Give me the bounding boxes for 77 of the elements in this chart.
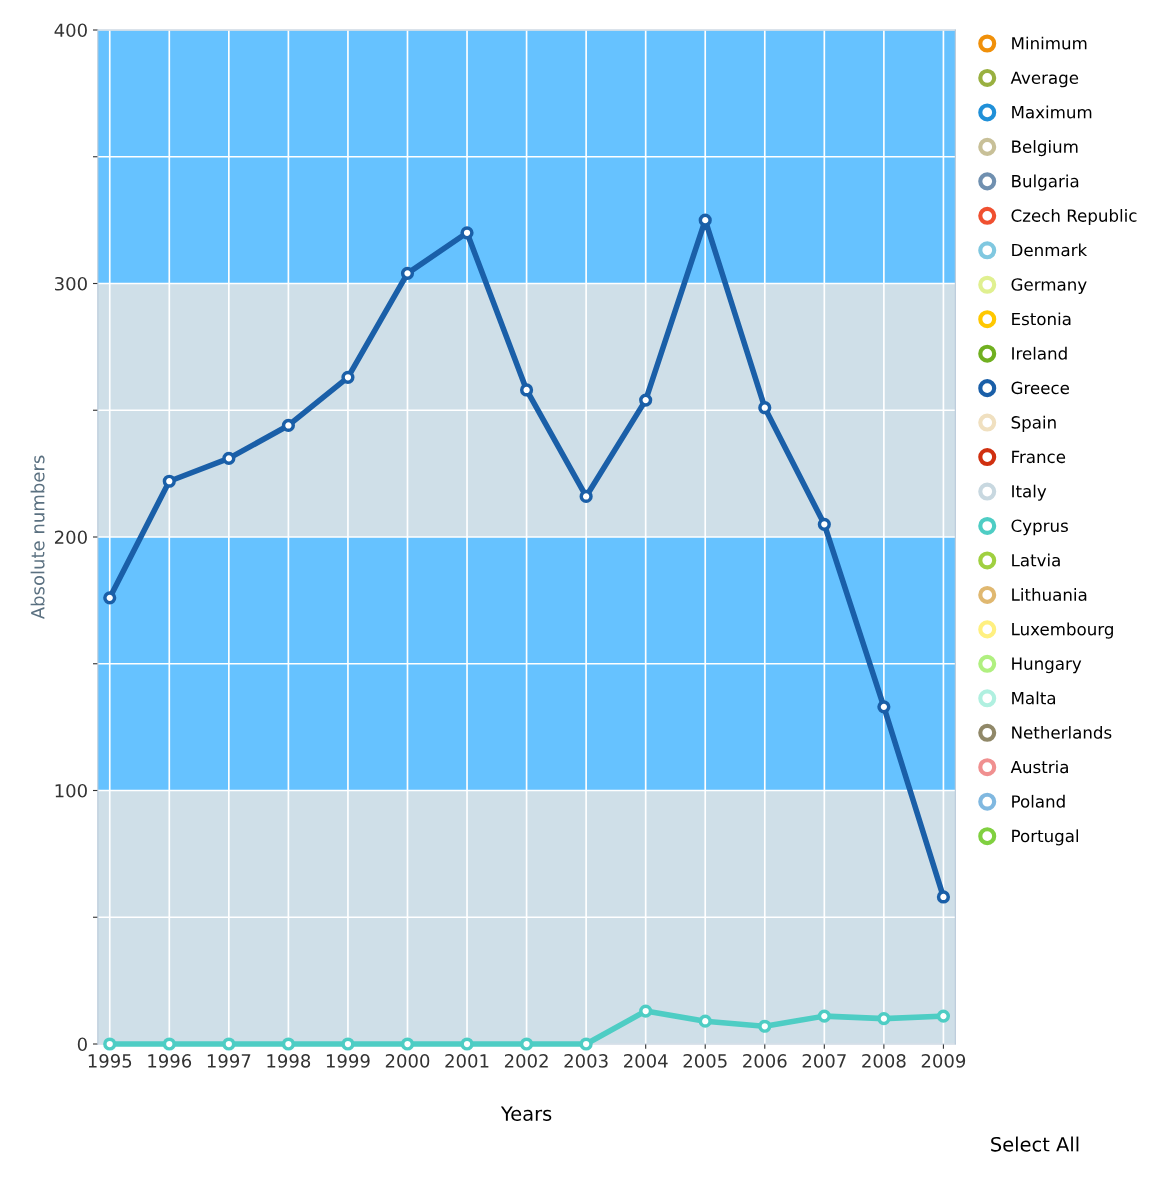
legend-label: Latvia: [1012, 553, 1060, 567]
legend-label: Belgium: [1012, 140, 1078, 157]
x-tick-label: 2007: [802, 1054, 846, 1068]
legend-label: Greece: [1011, 381, 1069, 395]
point: [936, 890, 951, 904]
legend-label: Czech Republic: [1011, 208, 1137, 226]
legend-label: Maximum: [1012, 105, 1092, 119]
legend-label: Lithuania: [1012, 588, 1087, 601]
legend-label: Netherlands: [1012, 725, 1112, 739]
x-axis-title: Years: [500, 1106, 552, 1121]
y-tick-label: 400: [54, 23, 87, 38]
legend-label: Austria: [1010, 760, 1068, 774]
point: [936, 1009, 951, 1023]
x-tick-label: 2006: [743, 1054, 787, 1068]
point: [877, 1012, 891, 1026]
x-tick-label: 1999: [326, 1054, 370, 1068]
legend-label: Ireland: [1012, 346, 1067, 360]
point: [817, 1009, 831, 1023]
x-tick-label: 2005: [683, 1054, 727, 1068]
point: [222, 451, 236, 466]
point: [579, 1037, 593, 1051]
point: [639, 1004, 653, 1018]
point: [460, 226, 474, 240]
point: [281, 418, 295, 433]
point: [341, 370, 355, 384]
x-tick-label: 1996: [148, 1054, 192, 1068]
point: [281, 1037, 295, 1051]
point: [817, 517, 831, 531]
x-tick-label: 1997: [207, 1054, 251, 1068]
text: Select All: [991, 1136, 1079, 1152]
x-tick-label: 2003: [564, 1054, 608, 1068]
legend-label: Italy: [1012, 484, 1047, 501]
y-tick-label: 100: [55, 783, 87, 798]
point: [758, 401, 772, 415]
point: [341, 1037, 355, 1051]
point: [400, 1037, 415, 1051]
point: [162, 1037, 176, 1051]
x-tick-label: 2008: [862, 1054, 906, 1068]
point: [519, 1037, 534, 1051]
legend-label: Bulgaria: [1012, 174, 1079, 191]
point: [758, 1019, 772, 1033]
legend-label: Minimum: [1012, 36, 1087, 50]
legend-label: France: [1012, 450, 1066, 464]
legend-label: Denmark: [1012, 243, 1088, 257]
legend-label: Estonia: [1012, 312, 1071, 326]
y-tick-label: 300: [55, 276, 87, 291]
legend-label: Spain: [1011, 415, 1056, 432]
legend-label: Average: [1010, 71, 1079, 88]
legend-label: Cyprus: [1011, 519, 1068, 536]
point: [639, 393, 653, 407]
legend-label: Portugal: [1012, 829, 1079, 846]
x-tick-label: 2002: [504, 1054, 548, 1068]
legend-label: Poland: [1012, 794, 1065, 808]
point: [103, 1037, 117, 1051]
legend-label: Malta: [1012, 691, 1056, 705]
x-tick-label: 1995: [88, 1054, 132, 1068]
point: [162, 474, 176, 488]
y-tick-label: 0: [77, 1037, 87, 1052]
point: [579, 489, 593, 504]
point: [400, 266, 415, 280]
point: [460, 1037, 474, 1051]
point: [519, 383, 534, 397]
point: [877, 700, 891, 714]
x-tick-label: 2004: [624, 1054, 668, 1068]
x-tick-label: 2000: [385, 1054, 430, 1068]
legend-label: Hungary: [1012, 657, 1082, 674]
y-axis-title: Absolute numbers: [30, 455, 45, 620]
point: [698, 213, 712, 227]
legend-label: Luxembourg: [1012, 622, 1113, 639]
y-tick-label: 200: [54, 530, 87, 545]
x-tick-label: 2009: [921, 1054, 966, 1068]
x-tick-label: 2001: [445, 1054, 489, 1068]
point: [698, 1014, 712, 1028]
point: [222, 1037, 236, 1051]
point: [103, 591, 117, 605]
x-tick-label: 1998: [267, 1054, 311, 1068]
legend-label: Germany: [1011, 278, 1087, 295]
